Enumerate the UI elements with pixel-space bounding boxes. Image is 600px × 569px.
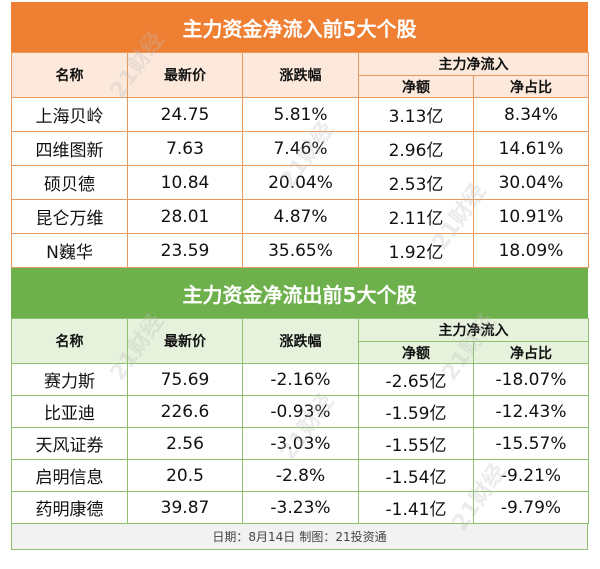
change-pct: -3.23% — [242, 491, 359, 524]
table-row: N巍华 23.59 35.65% 1.92亿 18.09% — [11, 233, 589, 268]
net-ratio: 8.34% — [473, 97, 589, 132]
latest-price: 23.59 — [127, 233, 243, 268]
net-ratio: -15.57% — [473, 427, 589, 460]
table-row: 比亚迪 226.6 -0.93% -1.59亿 -12.43% — [11, 395, 589, 428]
latest-price: 24.75 — [127, 97, 243, 132]
table-row: 天风证券 2.56 -3.03% -1.55亿 -15.57% — [11, 427, 589, 460]
header-name: 名称 — [11, 318, 128, 364]
footer-caption: 日期：8月14日 制图：21投资通 — [11, 524, 588, 550]
net-amount: -1.59亿 — [358, 395, 474, 428]
net-ratio: -18.07% — [473, 363, 589, 396]
net-amount: 3.13亿 — [358, 97, 474, 132]
latest-price: 20.5 — [127, 459, 243, 492]
table-row: 四维图新 7.63 7.46% 2.96亿 14.61% — [11, 131, 589, 166]
latest-price: 75.69 — [127, 363, 243, 396]
change-pct: -0.93% — [242, 395, 359, 428]
net-amount: -2.65亿 — [358, 363, 474, 396]
fund-flow-card: 主力资金净流入前5大个股 名称 最新价 涨跌幅 主力净流入 净额 净占比 上海贝… — [11, 2, 589, 550]
change-pct: 4.87% — [242, 199, 359, 234]
outflow-table: 名称 最新价 涨跌幅 主力净流入 净额 净占比 赛力斯 75.69 -2.16%… — [11, 318, 589, 524]
outflow-subheader-row: 净额 净占比 — [12, 341, 589, 364]
latest-price: 2.56 — [127, 427, 243, 460]
inflow-table: 名称 最新价 涨跌幅 主力净流入 净额 净占比 上海贝岭 24.75 5.81%… — [11, 52, 589, 268]
net-amount: -1.41亿 — [358, 491, 474, 524]
latest-price: 10.84 — [127, 165, 243, 200]
net-amount: -1.54亿 — [358, 459, 474, 492]
header-change: 涨跌幅 — [242, 318, 359, 364]
footer-date: 日期：8月14日 — [212, 530, 296, 544]
header-net-ratio: 净占比 — [473, 341, 589, 364]
inflow-subheader-row: 净额 净占比 — [12, 75, 589, 98]
header-price: 最新价 — [127, 318, 243, 364]
net-amount: 2.53亿 — [358, 165, 474, 200]
footer-maker: 制图：21投资通 — [299, 530, 387, 544]
change-pct: 7.46% — [242, 131, 359, 166]
stock-name: 赛力斯 — [11, 363, 128, 396]
net-ratio: -12.43% — [473, 395, 589, 428]
net-ratio: 30.04% — [473, 165, 589, 200]
stock-name: 昆仑万维 — [11, 199, 128, 234]
header-name: 名称 — [11, 52, 128, 98]
change-pct: -2.16% — [242, 363, 359, 396]
net-amount: 2.11亿 — [358, 199, 474, 234]
stock-name: 比亚迪 — [11, 395, 128, 428]
table-row: 上海贝岭 24.75 5.81% 3.13亿 8.34% — [11, 97, 589, 132]
stock-name: 药明康德 — [11, 491, 128, 524]
net-amount: -1.55亿 — [358, 427, 474, 460]
table-row: 药明康德 39.87 -3.23% -1.41亿 -9.79% — [11, 491, 589, 524]
latest-price: 28.01 — [127, 199, 243, 234]
outflow-title-banner: 主力资金净流出前5大个股 — [11, 268, 588, 318]
inflow-title-banner: 主力资金净流入前5大个股 — [11, 2, 588, 52]
net-ratio: -9.21% — [473, 459, 589, 492]
stock-name: 上海贝岭 — [11, 97, 128, 132]
header-price: 最新价 — [127, 52, 243, 98]
latest-price: 39.87 — [127, 491, 243, 524]
net-amount: 2.96亿 — [358, 131, 474, 166]
net-amount: 1.92亿 — [358, 233, 474, 268]
change-pct: -2.8% — [242, 459, 359, 492]
change-pct: -3.03% — [242, 427, 359, 460]
latest-price: 7.63 — [127, 131, 243, 166]
change-pct: 20.04% — [242, 165, 359, 200]
header-net-ratio: 净占比 — [473, 75, 589, 98]
header-main-net-inflow: 主力净流入 — [358, 318, 589, 342]
header-main-net-inflow: 主力净流入 — [358, 52, 589, 76]
stock-name: 天风证券 — [11, 427, 128, 460]
table-row: 昆仑万维 28.01 4.87% 2.11亿 10.91% — [11, 199, 589, 234]
header-net-amount: 净额 — [358, 341, 474, 364]
table-row: 赛力斯 75.69 -2.16% -2.65亿 -18.07% — [11, 363, 589, 396]
inflow-header-row: 名称 最新价 涨跌幅 主力净流入 — [11, 52, 589, 98]
change-pct: 35.65% — [242, 233, 359, 268]
table-row: 硕贝德 10.84 20.04% 2.53亿 30.04% — [11, 165, 589, 200]
stock-name: 硕贝德 — [11, 165, 128, 200]
stock-name: 启明信息 — [11, 459, 128, 492]
outflow-header-row: 名称 最新价 涨跌幅 主力净流入 — [11, 318, 589, 364]
stock-name: N巍华 — [11, 233, 128, 268]
net-ratio: 18.09% — [473, 233, 589, 268]
latest-price: 226.6 — [127, 395, 243, 428]
net-ratio: -9.79% — [473, 491, 589, 524]
header-net-amount: 净额 — [358, 75, 474, 98]
net-ratio: 14.61% — [473, 131, 589, 166]
table-row: 启明信息 20.5 -2.8% -1.54亿 -9.21% — [11, 459, 589, 492]
net-ratio: 10.91% — [473, 199, 589, 234]
header-change: 涨跌幅 — [242, 52, 359, 98]
change-pct: 5.81% — [242, 97, 359, 132]
stock-name: 四维图新 — [11, 131, 128, 166]
